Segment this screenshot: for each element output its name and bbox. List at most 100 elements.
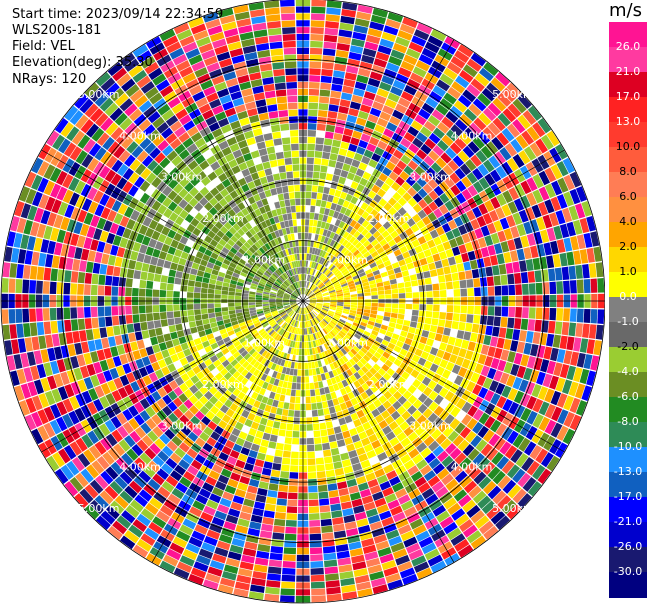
range-gate-cell [316, 295, 323, 298]
range-gate-cell [167, 412, 179, 424]
range-gate-cell [265, 454, 274, 463]
range-gate-cell [455, 410, 467, 422]
range-gate-cell [228, 302, 235, 307]
range-gate-cell [412, 399, 423, 410]
range-gate-cell [62, 413, 74, 428]
range-gate-cell [417, 209, 427, 220]
range-gate-cell [374, 445, 385, 456]
range-gate-cell [45, 334, 54, 348]
range-gate-cell [550, 347, 559, 362]
range-gate-cell [65, 257, 74, 271]
range-gate-cell [165, 132, 178, 145]
range-gate-cell [490, 196, 501, 209]
range-gate-cell [220, 368, 229, 377]
range-gate-cell [383, 260, 392, 267]
range-gate-cell [169, 452, 182, 464]
range-gate-cell [328, 263, 334, 270]
range-gate-cell [166, 283, 174, 291]
range-gate-cell [329, 330, 336, 338]
range-gate-cell [314, 289, 321, 294]
range-gate-cell [399, 23, 416, 35]
range-gate-cell [403, 131, 416, 143]
range-gate-cell [299, 307, 302, 314]
range-gate-cell [318, 381, 324, 389]
range-gate-cell [482, 159, 495, 173]
range-gate-cell [174, 344, 183, 354]
range-gate-cell [333, 132, 343, 141]
range-gate-cell [308, 304, 314, 310]
range-gate-cell [372, 363, 381, 372]
range-gate-cell [30, 221, 40, 237]
range-gate-cell [303, 335, 307, 342]
range-gate-cell [138, 119, 152, 132]
range-gate-cell [70, 355, 80, 369]
range-gate-cell [99, 490, 114, 505]
range-gate-cell [417, 403, 428, 414]
range-gate-cell [200, 511, 214, 523]
range-gate-cell [383, 316, 391, 322]
range-gate-cell [146, 313, 154, 322]
range-gate-cell [307, 143, 316, 151]
range-gate-cell [307, 290, 312, 296]
range-gate-cell [343, 128, 354, 137]
range-gate-cell [441, 258, 450, 268]
range-gate-cell [332, 369, 339, 377]
range-gate-cell [290, 303, 297, 307]
range-gate-cell [277, 277, 284, 284]
range-gate-cell [411, 286, 419, 293]
range-gate-cell [278, 308, 285, 313]
range-gate-cell [347, 341, 355, 348]
range-gate-cell [124, 485, 138, 499]
range-gate-cell [173, 22, 190, 35]
range-gate-cell [384, 359, 393, 368]
range-gate-cell [288, 240, 293, 248]
range-gate-cell [334, 259, 341, 267]
range-gate-cell [329, 306, 337, 309]
range-gate-cell [221, 303, 228, 308]
range-gate-cell [321, 158, 329, 166]
range-gate-cell [314, 234, 319, 241]
range-gate-cell [280, 337, 286, 344]
range-gate-cell [107, 380, 117, 392]
range-gate-cell [90, 284, 98, 296]
range-gate-cell [362, 354, 371, 362]
range-gate-cell [362, 281, 370, 287]
range-gate-cell [412, 292, 420, 298]
range-gate-cell [445, 312, 453, 321]
range-gate-cell [350, 456, 360, 465]
range-gate-cell [254, 459, 265, 468]
range-gate-cell [279, 250, 285, 258]
range-gate-cell [215, 243, 224, 251]
range-gate-cell [211, 269, 219, 276]
range-gate-cell [271, 286, 279, 291]
range-gate-cell [424, 548, 440, 561]
range-gate-cell [356, 233, 364, 242]
range-gate-cell [221, 307, 229, 312]
range-gate-cell [232, 97, 245, 107]
range-gate-cell [212, 105, 224, 115]
range-gate-cell [231, 54, 245, 64]
range-gate-cell [236, 315, 244, 321]
range-gate-cell [514, 404, 526, 419]
range-gate-cell [65, 331, 74, 345]
range-gate-cell [309, 219, 314, 227]
range-gate-cell [559, 252, 568, 267]
range-gate-cell [342, 430, 351, 439]
range-gate-cell [359, 336, 367, 344]
range-gate-cell [308, 102, 319, 110]
range-gate-cell [126, 268, 135, 279]
range-gate-cell [383, 335, 392, 342]
range-gate-cell [501, 306, 509, 317]
range-gate-cell [548, 320, 556, 334]
range-gate-cell [325, 580, 340, 588]
range-gate-cell [314, 388, 321, 396]
range-gate-cell [270, 546, 284, 554]
range-gate-cell [308, 292, 314, 298]
range-gate-cell [147, 460, 161, 473]
range-gate-cell [310, 240, 315, 247]
range-gate-cell [277, 290, 284, 295]
range-gate-cell [309, 519, 321, 527]
range-gate-cell [484, 173, 496, 186]
range-gate-cell [282, 381, 288, 389]
range-gate-cell [382, 400, 392, 410]
